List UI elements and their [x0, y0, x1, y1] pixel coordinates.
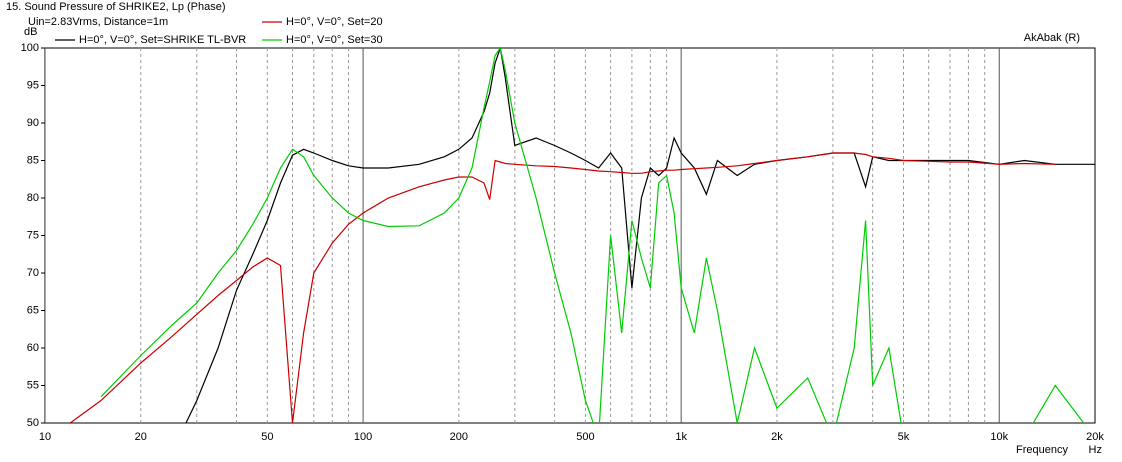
x-tick-label: 100 — [354, 431, 372, 443]
y-tick-label: 50 — [27, 417, 39, 429]
y-tick-label: 70 — [27, 267, 39, 279]
chart-title: 15. Sound Pressure of SHRIKE2, Lp (Phase… — [6, 1, 226, 13]
x-tick-label: 10 — [39, 431, 51, 443]
x-tick-label: 1k — [675, 431, 687, 443]
annotation: AkAbak (R) — [1024, 32, 1080, 44]
x-tick-label: 10k — [990, 431, 1008, 443]
y-tick-label: 100 — [21, 42, 39, 54]
x-tick-label: 2k — [771, 431, 783, 443]
legend-label: H=0°, V=0°, Set=20 — [286, 16, 383, 28]
series-line — [185, 48, 1095, 423]
legend-label: H=0°, V=0°, Set=SHRIKE TL-BVR — [79, 34, 246, 46]
y-tick-label: 65 — [27, 304, 39, 316]
y-tick-label: 55 — [27, 379, 39, 391]
x-tick-label: 500 — [576, 431, 594, 443]
x-tick-label: 20k — [1086, 431, 1104, 443]
x-tick-label: 20 — [135, 431, 147, 443]
series-line — [100, 48, 1085, 423]
x-tick-label: 50 — [261, 431, 273, 443]
y-tick-label: 90 — [27, 117, 39, 129]
x-tick-label: 200 — [450, 431, 468, 443]
y-tick-label: 75 — [27, 229, 39, 241]
legend-label: H=0°, V=0°, Set=30 — [286, 34, 383, 46]
y-axis-label: dB — [24, 26, 37, 38]
subtitle: Uin=2.83Vrms, Distance=1m — [28, 16, 168, 28]
y-tick-label: 60 — [27, 342, 39, 354]
y-tick-label: 95 — [27, 79, 39, 91]
plot-frame — [44, 47, 1096, 424]
series-line — [69, 152, 1056, 423]
y-tick-label: 85 — [27, 154, 39, 166]
x-unit: Hz — [1089, 444, 1102, 456]
x-tick-label: 5k — [898, 431, 910, 443]
y-tick-label: 80 — [27, 192, 39, 204]
x-axis-label: Frequency — [1016, 444, 1068, 456]
